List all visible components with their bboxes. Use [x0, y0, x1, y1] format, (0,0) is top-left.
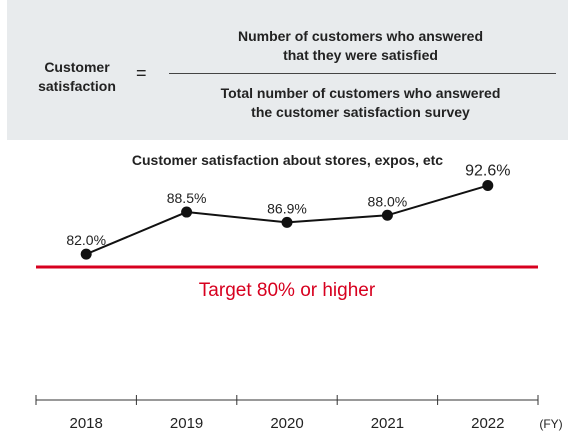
data-point-2020	[281, 216, 293, 228]
x-tick-label-2021: 2021	[371, 415, 404, 432]
formula-numerator: Number of customers who answered that th…	[167, 27, 554, 65]
formula-numerator-line2: that they were satisfied	[283, 47, 438, 63]
x-tick-label-2018: 2018	[70, 415, 103, 432]
data-label-2021: 88.0%	[368, 193, 408, 209]
x-tick-label-2019: 2019	[170, 415, 203, 432]
fraction-bar	[169, 73, 556, 74]
formula-lhs-line1: Customer	[44, 59, 110, 75]
target-label: Target 80% or higher	[199, 280, 376, 301]
formula-numerator-line1: Number of customers who answered	[237, 28, 484, 44]
data-label-2018: 82.0%	[66, 232, 106, 248]
x-tick-label-2020: 2020	[270, 415, 303, 432]
formula-lhs-line2: satisfaction	[38, 78, 116, 94]
x-axis-unit: (FY)	[539, 417, 562, 431]
chart-title: Customer satisfaction about stores, expo…	[131, 152, 444, 168]
data-label-2022: 92.6%	[465, 163, 510, 180]
x-tick-label-2022: 2022	[471, 415, 504, 432]
data-point-2022	[482, 180, 494, 192]
data-point-2018	[80, 248, 92, 260]
data-point-2021	[381, 209, 393, 221]
formula-lhs: Customer satisfaction	[27, 58, 127, 96]
data-label-2020: 86.9%	[267, 200, 307, 216]
formula-denominator-line1: Total number of customers who answered	[220, 85, 501, 101]
data-point-2019	[181, 206, 193, 218]
data-label-2019: 88.5%	[167, 190, 207, 206]
equals-sign: =	[136, 63, 147, 83]
formula-denominator: Total number of customers who answered t…	[167, 84, 554, 122]
formula-denominator-line2: the customer satisfaction survey	[251, 104, 470, 120]
formula-panel: Customer satisfaction = Number of custom…	[7, 0, 568, 140]
